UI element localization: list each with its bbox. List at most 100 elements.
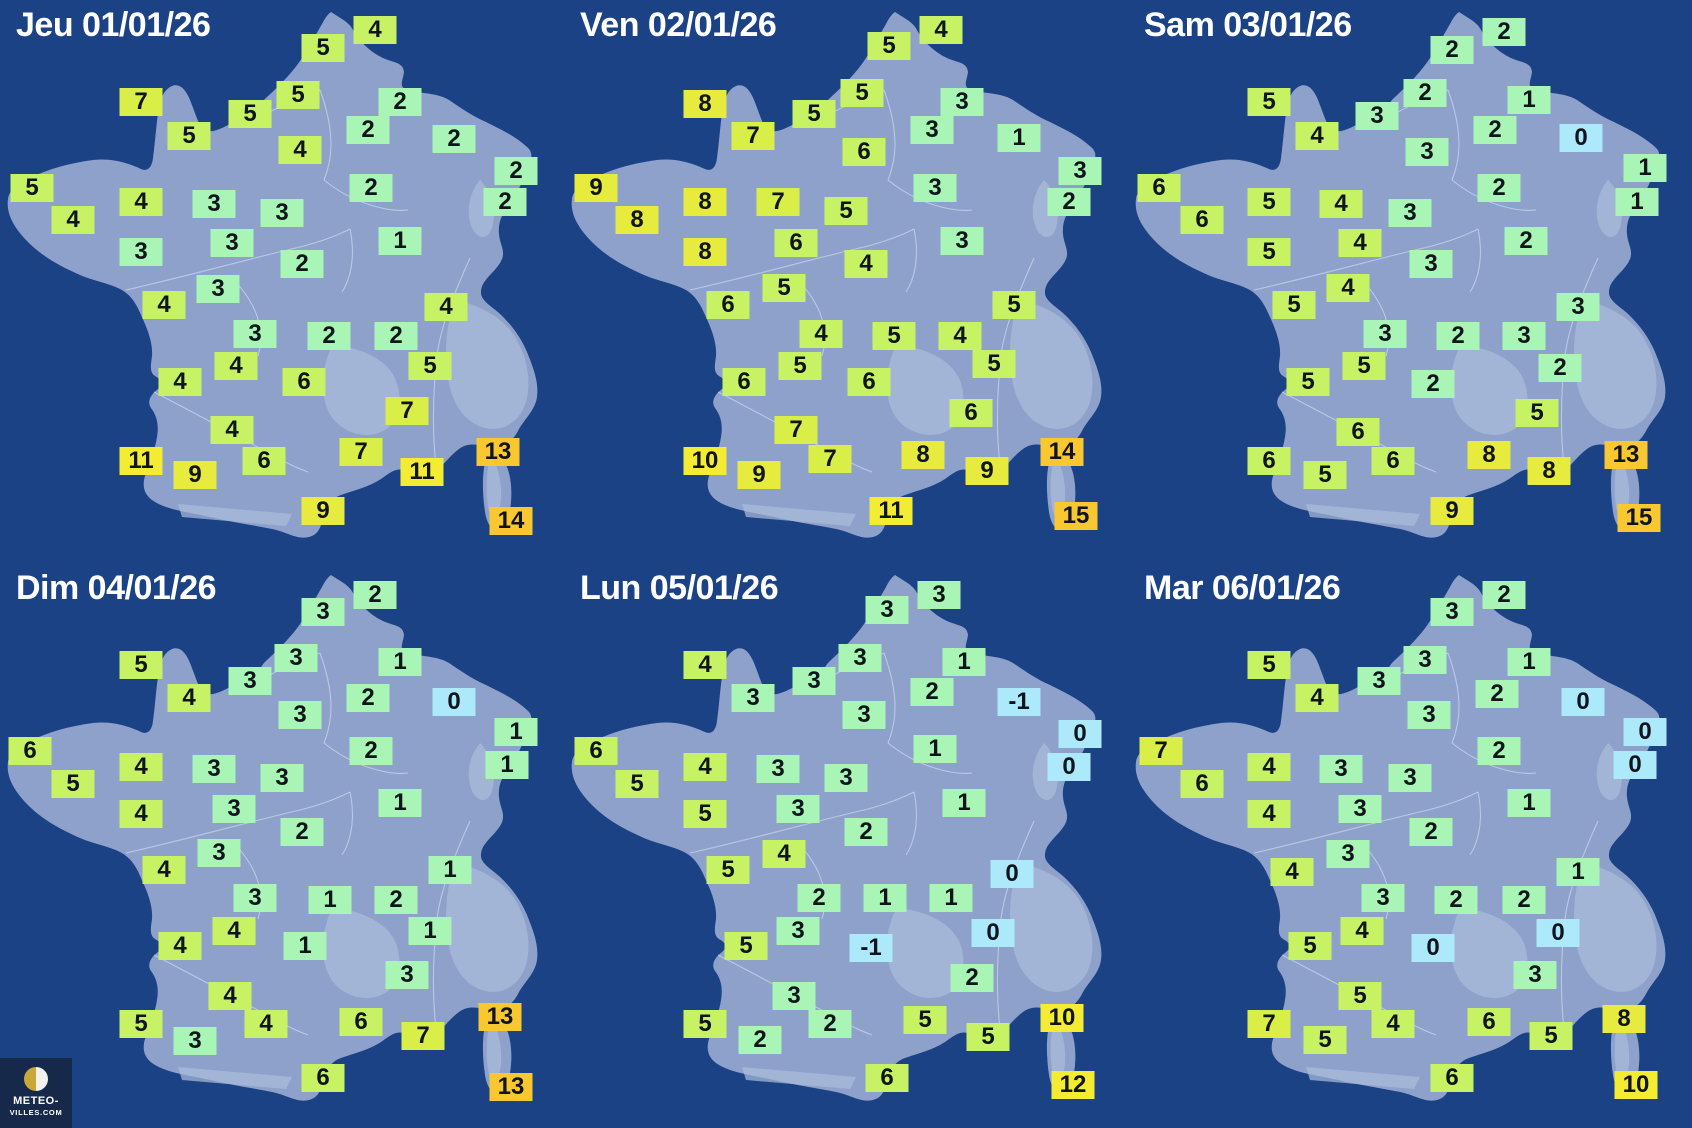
temperature-badge: 5 — [301, 34, 345, 62]
temperature-badge: 5 — [1272, 291, 1316, 319]
temperature-badge: 6 — [1336, 418, 1380, 446]
temperature-badge: 6 — [1247, 447, 1291, 475]
temperature-badge: 9 — [965, 457, 1009, 485]
temperature-badge: 3 — [1355, 102, 1399, 130]
temperature-badge: 0 — [1058, 720, 1102, 748]
temperature-badge: 3 — [212, 795, 256, 823]
temperature-badge: 1 — [1556, 858, 1600, 886]
temperature-badge: 3 — [173, 1027, 217, 1055]
temperature-badge: 6 — [8, 737, 52, 765]
temperature-badge: 4 — [353, 16, 397, 44]
temperature-badge: 0 — [971, 919, 1015, 947]
temperature-badge: 1 — [283, 932, 327, 960]
temperature-badge: 5 — [1247, 188, 1291, 216]
temperature-badge: 5 — [51, 770, 95, 798]
temperature-badge: 5 — [792, 100, 836, 128]
temperature-badge: 5 — [824, 197, 868, 225]
temperature-badge: 4 — [799, 320, 843, 348]
temperature-badge: 4 — [1319, 190, 1363, 218]
temperature-badge: 8 — [901, 441, 945, 469]
temperature-badge: 10 — [1040, 1004, 1084, 1032]
temperature-badge: 1 — [485, 751, 529, 779]
temperature-badge: 6 — [1180, 206, 1224, 234]
temperature-badge: 5 — [778, 352, 822, 380]
temperature-badge: 6 — [574, 737, 618, 765]
temperature-badge: 13 — [478, 1003, 522, 1031]
temperature-badge: 5 — [615, 770, 659, 798]
temperature-badge: 3 — [1326, 840, 1370, 868]
temperature-badge: 4 — [844, 250, 888, 278]
temperature-badge: 4 — [1295, 684, 1339, 712]
temperature-badge: 4 — [119, 800, 163, 828]
temperature-badge: 3 — [1319, 755, 1363, 783]
temperature-badge: 3 — [210, 229, 254, 257]
temperature-badge: 12 — [1051, 1071, 1095, 1099]
temperature-badge: 14 — [489, 507, 533, 535]
temperature-badge: 1 — [378, 789, 422, 817]
temperature-badge: 2 — [1411, 370, 1455, 398]
temperature-badge: 1 — [494, 718, 538, 746]
temperature-badge: 15 — [1054, 502, 1098, 530]
logo-text-line1: METEO- — [13, 1095, 59, 1107]
temperature-badge: 3 — [260, 764, 304, 792]
temperature-badge: 4 — [214, 352, 258, 380]
temperature-badge: 2 — [738, 1026, 782, 1054]
temperature-badge: -1 — [997, 688, 1041, 716]
temperature-badge: 5 — [966, 1023, 1010, 1051]
temperature-badge: 2 — [374, 322, 418, 350]
temperature-badge: 2 — [1477, 174, 1521, 202]
temperature-badge: 5 — [683, 1010, 727, 1038]
temperature-badge: 2 — [349, 737, 393, 765]
temperature-badge: 4 — [167, 684, 211, 712]
temperature-badge: 4 — [158, 932, 202, 960]
temperature-badge: 3 — [1502, 322, 1546, 350]
temperature-badge: 3 — [910, 116, 954, 144]
temperature-badge: 3 — [913, 174, 957, 202]
temperature-badge: 4 — [158, 368, 202, 396]
temperature-badge: 0 — [1561, 688, 1605, 716]
temperature-badge: 2 — [1436, 322, 1480, 350]
temperature-badge: 1 — [428, 856, 472, 884]
temperature-badge: 3 — [192, 755, 236, 783]
temperature-badge: 1 — [942, 648, 986, 676]
temperature-badge: 6 — [774, 229, 818, 257]
temperature-badge: 5 — [1338, 982, 1382, 1010]
temperature-badge: 1 — [942, 789, 986, 817]
temperature-badge: 4 — [1270, 858, 1314, 886]
temperature-badge: 5 — [724, 932, 768, 960]
temperature-badge: 3 — [192, 190, 236, 218]
temperature-badge: 3 — [301, 598, 345, 626]
temperature-badge: 2 — [346, 684, 390, 712]
temperature-badge: 4 — [1247, 753, 1291, 781]
temperature-badge: 3 — [776, 795, 820, 823]
temperature-badge: 6 — [1180, 770, 1224, 798]
temperature-badge: 4 — [210, 416, 254, 444]
temperature-badge: 5 — [1529, 1022, 1573, 1050]
meteo-villes-logo: METEO- VILLES.COM — [0, 1058, 72, 1128]
temperature-badge: 6 — [1137, 174, 1181, 202]
temperature-badge: 4 — [1295, 122, 1339, 150]
temperature-badge: 7 — [756, 188, 800, 216]
temperature-badge: 0 — [1623, 718, 1667, 746]
temperature-badge: 5 — [10, 174, 54, 202]
temperature-badge: 4 — [119, 188, 163, 216]
temperature-badge: 2 — [1409, 818, 1453, 846]
temperature-badge: 8 — [683, 238, 727, 266]
temperature-badge: 2 — [1482, 18, 1526, 46]
temperature-badge: 3 — [1556, 293, 1600, 321]
temperature-badge: 3 — [1513, 961, 1557, 989]
temperature-badge: 6 — [1371, 447, 1415, 475]
temperature-badge: 6 — [339, 1008, 383, 1036]
temperature-badge: 4 — [1326, 274, 1370, 302]
temperature-badge: 5 — [228, 100, 272, 128]
temperature-badge: 2 — [432, 125, 476, 153]
temperature-badge: 3 — [838, 644, 882, 672]
temperature-badge: 4 — [278, 136, 322, 164]
temperature-badge: 6 — [842, 138, 886, 166]
temperature-badge: 2 — [483, 188, 527, 216]
temperature-badge: 3 — [278, 701, 322, 729]
temperature-badge: 11 — [400, 458, 444, 486]
temperature-badge: 5 — [872, 322, 916, 350]
temperature-badge: 3 — [756, 755, 800, 783]
temperature-badge: 2 — [950, 964, 994, 992]
